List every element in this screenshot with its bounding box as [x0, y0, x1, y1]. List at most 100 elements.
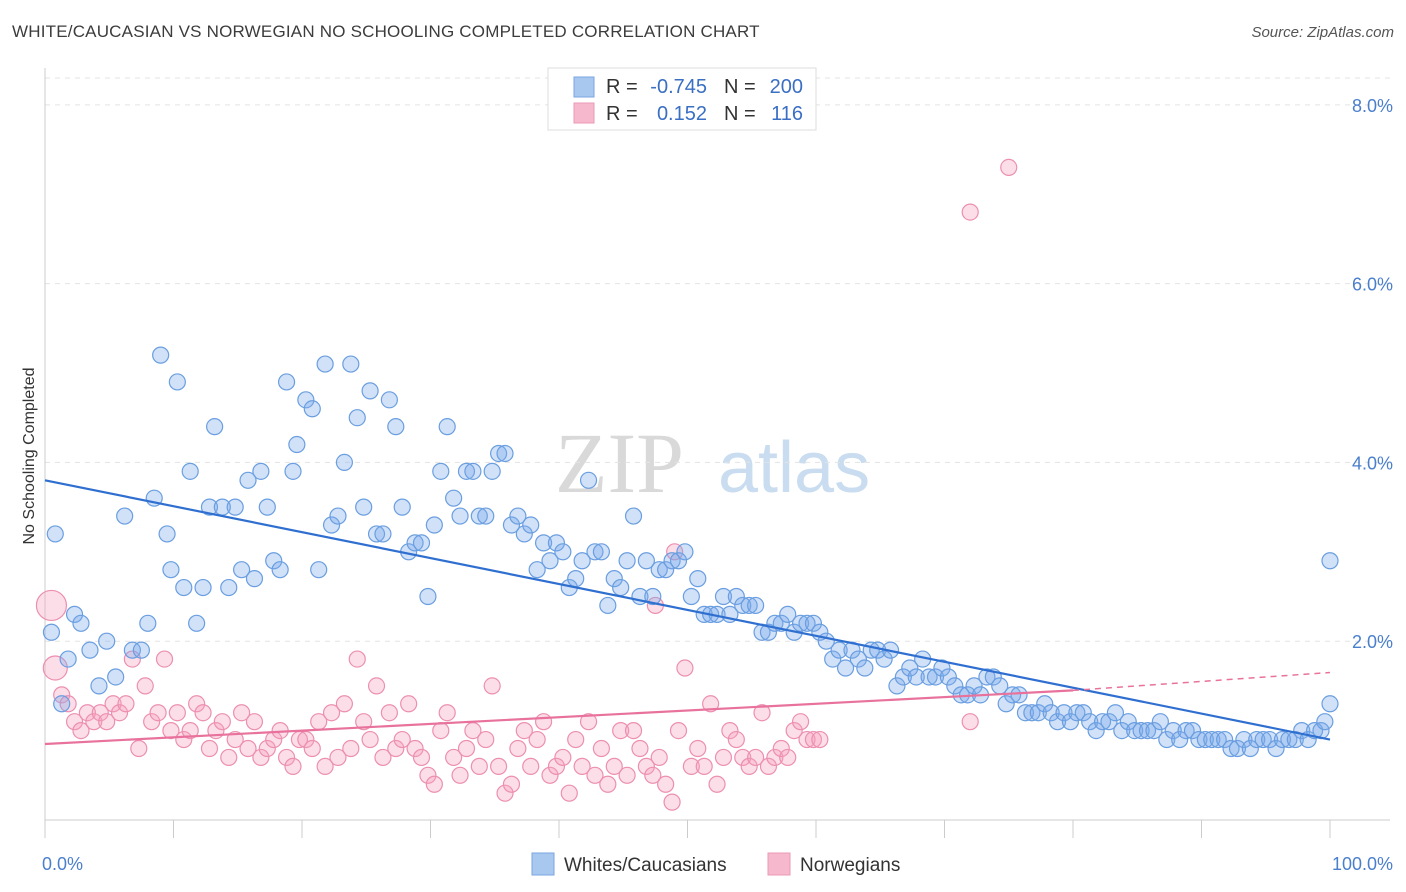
norwegian-point [560, 784, 578, 802]
white-point [233, 561, 251, 579]
norwegian-point [252, 748, 270, 767]
white-point [714, 587, 733, 606]
white-point [727, 587, 745, 606]
white-point [1010, 686, 1028, 704]
white-point [406, 534, 424, 552]
white-point [200, 498, 219, 516]
norwegian-point [213, 713, 231, 731]
white-point [856, 659, 874, 677]
norwegian-point [53, 686, 71, 704]
white-point [1235, 730, 1253, 749]
norwegian-point [322, 704, 341, 722]
source-note: Source: ZipAtlas.com [1251, 24, 1394, 41]
legend-r-value-2: 0.152 [657, 103, 707, 125]
norwegian-point [162, 722, 180, 740]
legend-n-label-1: N = [724, 76, 756, 98]
white-point [374, 525, 392, 543]
white-point [158, 525, 176, 543]
white-point [277, 373, 296, 391]
y-tick-label: 6.0% [1352, 275, 1393, 295]
norwegian-point [605, 757, 623, 775]
norwegian-point [98, 713, 116, 731]
trend-lines [44, 479, 1331, 746]
white-point [329, 507, 347, 525]
white-point [194, 578, 212, 597]
norwegian-point [961, 713, 979, 731]
watermark-atlas: atlas [718, 428, 870, 508]
norwegian-point [374, 748, 392, 767]
white-point [1228, 739, 1247, 758]
white-point [284, 462, 302, 480]
white-point [348, 409, 366, 427]
norwegian-point [348, 650, 366, 668]
white-point [824, 650, 842, 668]
norwegian-point [149, 704, 167, 722]
white-point [226, 498, 244, 516]
white-point [65, 605, 84, 623]
white-point [1209, 730, 1227, 749]
white-point [637, 552, 655, 570]
norwegian-point [457, 739, 476, 758]
white-point [265, 552, 283, 570]
white-point [1248, 730, 1266, 749]
white-point [1113, 722, 1131, 740]
white-point [1241, 739, 1259, 758]
white-point [836, 659, 855, 677]
white-point [1216, 730, 1234, 749]
norwegian-point [335, 695, 354, 713]
norwegian-point [130, 739, 148, 758]
white-point [657, 561, 675, 579]
white-point [412, 534, 431, 552]
white-point [650, 561, 668, 579]
norwegian-point [194, 704, 212, 722]
white-point [920, 668, 938, 686]
white-point [168, 373, 186, 391]
white-point [46, 525, 64, 543]
norwegian-point [599, 775, 617, 793]
norwegian-point [361, 730, 379, 749]
norwegian-point [618, 766, 636, 784]
white-point [888, 677, 906, 695]
norwegian-point [233, 704, 251, 722]
norwegian-point [766, 748, 784, 767]
white-point [779, 605, 797, 623]
white-point [669, 552, 688, 570]
white-point [1267, 739, 1285, 758]
white-point [933, 659, 951, 677]
norwegian-point [143, 713, 161, 731]
norwegian-point [393, 730, 411, 749]
legend-n-value-2: 116 [771, 103, 803, 125]
norwegian-point [612, 722, 630, 740]
norwegian-point [258, 739, 276, 758]
white-point [592, 543, 611, 561]
norwegian-point [406, 739, 424, 758]
white-point [90, 677, 108, 695]
norwegian-point [663, 793, 681, 811]
norwegian-point [631, 739, 649, 758]
norwegian-point [522, 757, 540, 775]
legend-r-value-1: -0.745 [650, 76, 707, 98]
white-point [1321, 695, 1339, 713]
y-tick-label: 8.0% [1352, 96, 1393, 116]
white-point [1093, 713, 1112, 731]
white-point [310, 561, 328, 579]
legend-n-value-1: 200 [770, 76, 803, 98]
white-point [624, 507, 643, 525]
white-point [1261, 730, 1279, 749]
norwegian-point [85, 713, 103, 731]
white-point [612, 578, 630, 597]
white-point [496, 444, 514, 463]
norwegian-point [239, 739, 257, 758]
white-point [490, 444, 508, 463]
white-point [258, 498, 276, 516]
white-point [579, 471, 598, 489]
white-point [1126, 722, 1144, 740]
white-point [132, 641, 150, 659]
norwegian-trend-line-extension [1072, 671, 1331, 692]
white-point [605, 570, 623, 588]
white-point [997, 695, 1015, 713]
norwegian-point [785, 722, 803, 740]
white-point [1100, 713, 1118, 731]
white-point [107, 668, 125, 686]
